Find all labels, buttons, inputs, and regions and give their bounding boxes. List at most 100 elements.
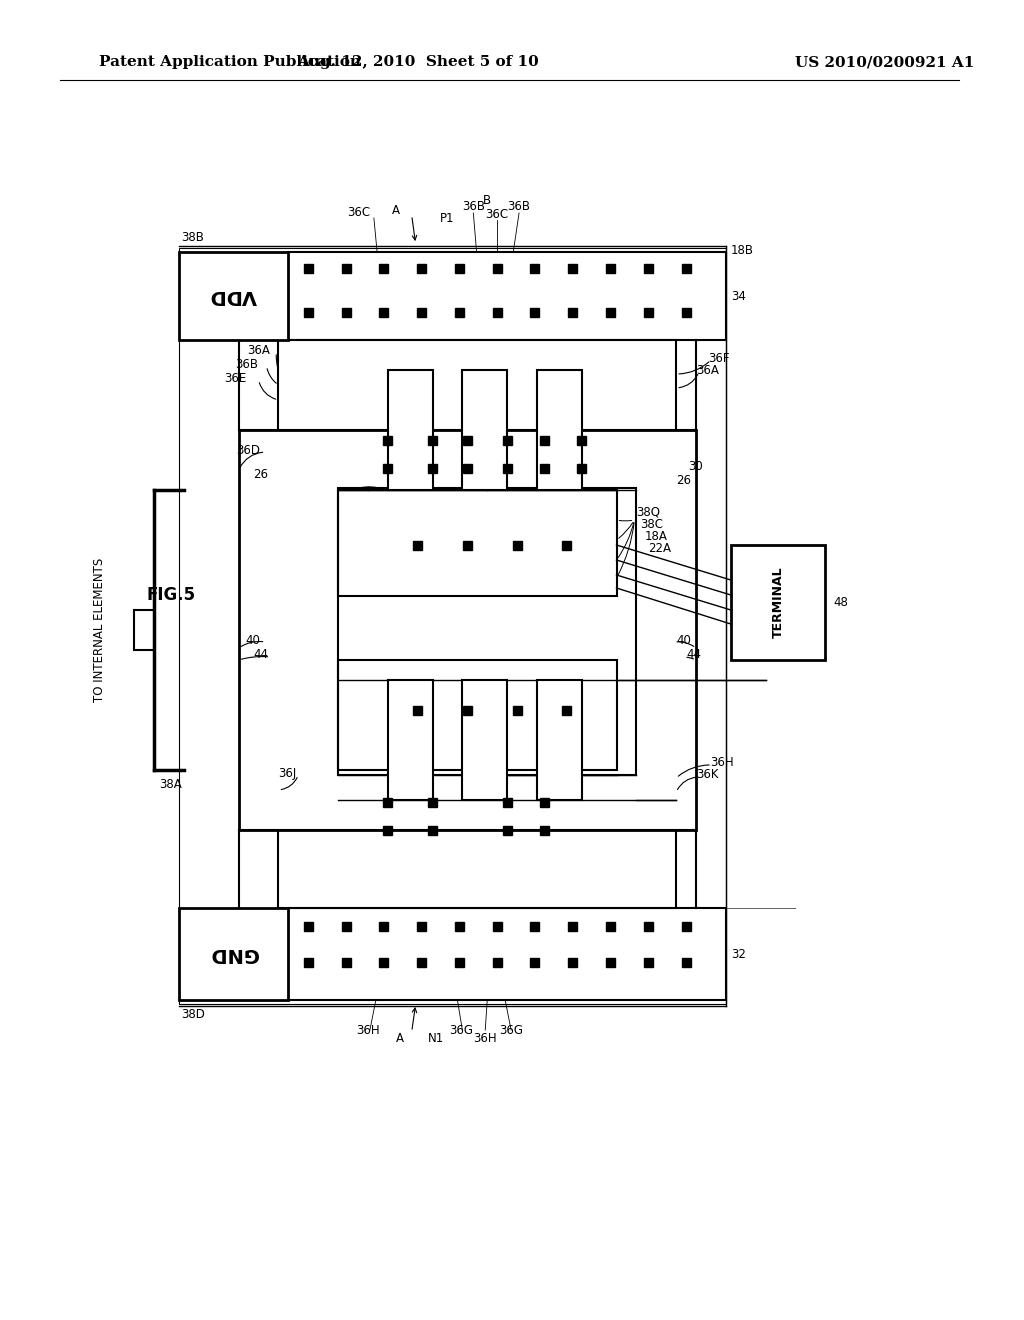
- Bar: [417, 264, 426, 272]
- Bar: [606, 957, 615, 966]
- Text: 36E: 36E: [224, 371, 247, 384]
- Text: 22A: 22A: [648, 541, 672, 554]
- Bar: [428, 797, 437, 807]
- Bar: [541, 825, 550, 834]
- Text: 36H: 36H: [710, 755, 733, 768]
- Text: 36G: 36G: [450, 1023, 473, 1036]
- Bar: [463, 680, 507, 800]
- Text: 36A: 36A: [248, 343, 270, 356]
- Text: 44: 44: [254, 648, 268, 661]
- Bar: [530, 264, 540, 272]
- Bar: [541, 463, 550, 473]
- Text: 44: 44: [686, 648, 701, 661]
- Text: P1: P1: [440, 211, 455, 224]
- Text: 38B: 38B: [181, 231, 204, 244]
- Bar: [388, 680, 432, 800]
- Text: 36F: 36F: [708, 351, 729, 364]
- Text: 36B: 36B: [236, 358, 258, 371]
- Bar: [417, 957, 426, 966]
- Bar: [578, 463, 586, 473]
- Text: A: A: [395, 1031, 403, 1044]
- Bar: [428, 463, 437, 473]
- Bar: [530, 957, 540, 966]
- Text: FIG.5: FIG.5: [146, 586, 196, 605]
- Text: GND: GND: [210, 945, 258, 964]
- Bar: [417, 921, 426, 931]
- Text: 36A: 36A: [696, 363, 719, 376]
- Text: 38C: 38C: [640, 517, 664, 531]
- Bar: [383, 797, 392, 807]
- Text: 36H: 36H: [356, 1023, 380, 1036]
- Bar: [562, 705, 571, 714]
- Bar: [179, 908, 289, 1001]
- Bar: [503, 797, 512, 807]
- Bar: [428, 825, 437, 834]
- Bar: [383, 463, 392, 473]
- Bar: [304, 957, 312, 966]
- Bar: [493, 308, 502, 317]
- Bar: [537, 680, 582, 800]
- Text: 38A: 38A: [159, 777, 182, 791]
- Text: 36J: 36J: [279, 767, 296, 780]
- Bar: [682, 957, 690, 966]
- Bar: [644, 957, 652, 966]
- Text: 40: 40: [246, 634, 260, 647]
- Bar: [338, 490, 616, 597]
- Bar: [279, 660, 676, 908]
- Bar: [289, 908, 726, 1001]
- Text: TERMINAL: TERMINAL: [772, 566, 784, 639]
- Bar: [513, 705, 521, 714]
- Text: 36H: 36H: [473, 1031, 497, 1044]
- Text: B: B: [483, 194, 492, 206]
- Bar: [338, 488, 636, 775]
- Bar: [503, 436, 512, 445]
- Text: 36G: 36G: [499, 1023, 523, 1036]
- Bar: [463, 540, 472, 549]
- Bar: [455, 921, 464, 931]
- Bar: [541, 797, 550, 807]
- Bar: [541, 436, 550, 445]
- Text: Aug. 12, 2010  Sheet 5 of 10: Aug. 12, 2010 Sheet 5 of 10: [297, 55, 539, 69]
- Text: Patent Application Publication: Patent Application Publication: [99, 55, 361, 69]
- Text: 36K: 36K: [696, 768, 719, 781]
- Bar: [530, 921, 540, 931]
- Bar: [342, 308, 350, 317]
- Bar: [455, 957, 464, 966]
- Text: 40: 40: [676, 634, 691, 647]
- Bar: [644, 264, 652, 272]
- Bar: [568, 264, 578, 272]
- Bar: [289, 252, 726, 341]
- Bar: [682, 308, 690, 317]
- Bar: [682, 264, 690, 272]
- Bar: [682, 921, 690, 931]
- Text: 34: 34: [731, 289, 745, 302]
- Bar: [379, 957, 388, 966]
- Bar: [304, 921, 312, 931]
- Text: 26: 26: [676, 474, 691, 487]
- Bar: [731, 545, 825, 660]
- Bar: [455, 264, 464, 272]
- Bar: [463, 705, 472, 714]
- Text: A: A: [392, 203, 399, 216]
- Bar: [644, 921, 652, 931]
- Text: 36C: 36C: [485, 207, 509, 220]
- Text: 48: 48: [834, 597, 848, 609]
- Text: 36D: 36D: [237, 444, 260, 457]
- Bar: [568, 308, 578, 317]
- Bar: [304, 264, 312, 272]
- Bar: [179, 248, 726, 1005]
- Text: 36C: 36C: [347, 206, 370, 219]
- Text: 36B: 36B: [508, 201, 530, 214]
- Text: 32: 32: [731, 948, 745, 961]
- Bar: [606, 921, 615, 931]
- Text: 36B: 36B: [462, 201, 484, 214]
- Bar: [342, 957, 350, 966]
- Bar: [463, 463, 472, 473]
- Bar: [493, 921, 502, 931]
- Bar: [568, 921, 578, 931]
- Text: 18B: 18B: [731, 243, 754, 256]
- Bar: [179, 252, 289, 341]
- Bar: [379, 264, 388, 272]
- Bar: [503, 463, 512, 473]
- Text: 38D: 38D: [181, 1008, 205, 1020]
